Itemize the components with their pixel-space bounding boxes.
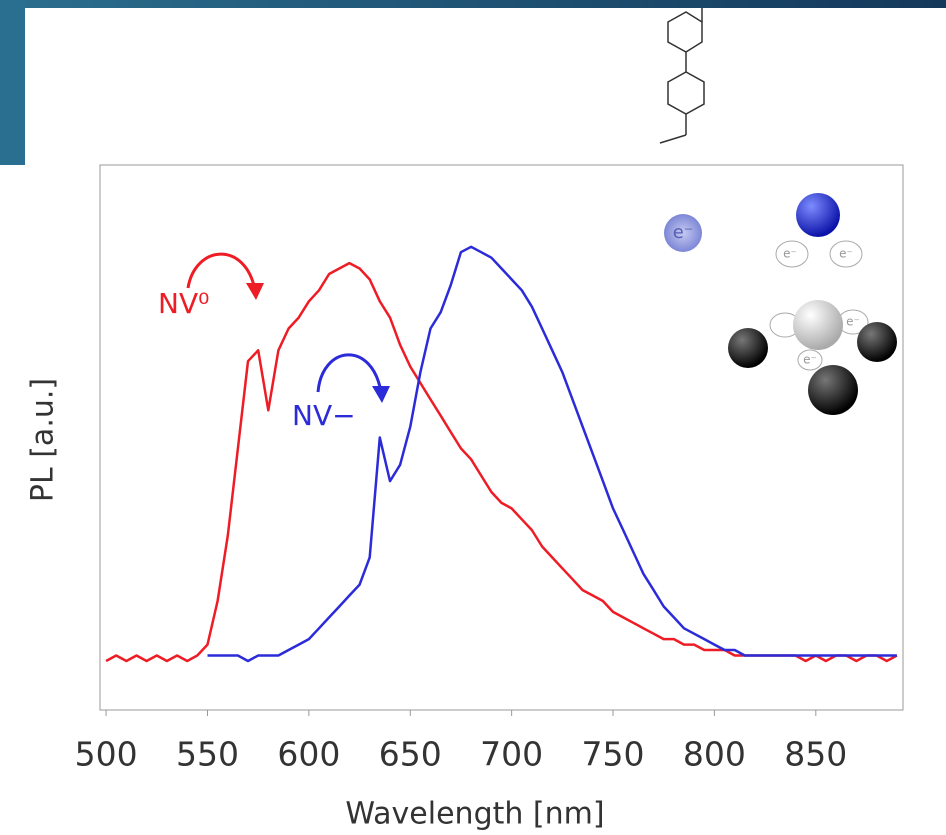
inset-illustration: e⁻ e⁻ e⁻ e⁻ e⁻ — [664, 193, 897, 415]
electron-label: e⁻ — [846, 315, 860, 329]
plot-frame — [99, 164, 904, 711]
electron-label: e⁻ — [783, 247, 797, 261]
x-tick-label: 500 — [75, 735, 138, 774]
x-tick-label: 850 — [784, 735, 847, 774]
carbon-atom — [857, 322, 897, 362]
plot — [99, 164, 904, 711]
arrow-head — [372, 386, 390, 403]
electron-label: e⁻ — [803, 353, 817, 367]
orbital — [775, 240, 809, 268]
nitrogen-atom — [796, 193, 840, 237]
annotation-arrow — [316, 353, 383, 393]
x-tick-label: 700 — [480, 735, 543, 774]
y-axis-label: PL [a.u.] — [26, 378, 61, 502]
x-tick-label: 650 — [379, 735, 442, 774]
slide-top-band — [0, 0, 946, 8]
x-tick-label: 600 — [277, 735, 340, 774]
series-label: NV⁰ — [158, 287, 209, 320]
arrow-head — [246, 283, 264, 300]
series-line — [105, 261, 898, 663]
electron-cloud — [664, 214, 702, 252]
annotation-arrow — [186, 252, 257, 291]
carbon-atom — [808, 365, 858, 415]
x-tick-label: 550 — [176, 735, 239, 774]
slide-side-band — [0, 0, 25, 165]
orbital — [797, 349, 823, 371]
vacancy — [793, 300, 843, 350]
series-label: NV− — [292, 399, 356, 432]
molecule — [659, 8, 705, 144]
electron-label: e⁻ — [673, 222, 694, 243]
x-axis-label: Wavelength [nm] — [345, 797, 604, 832]
electron-label: e⁻ — [839, 247, 853, 261]
x-tick-label: 750 — [582, 735, 645, 774]
x-tick-label: 800 — [683, 735, 746, 774]
series-line — [207, 245, 897, 663]
orbital — [829, 240, 863, 268]
carbon-atom — [728, 328, 768, 368]
